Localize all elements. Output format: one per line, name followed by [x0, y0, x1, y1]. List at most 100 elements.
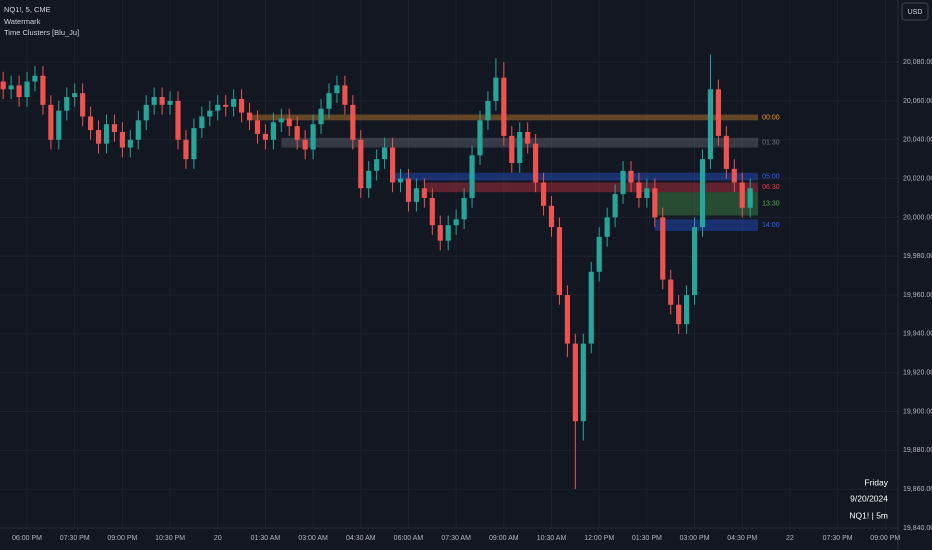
x-tick-label: 09:00 AM [489, 535, 519, 542]
candle-body [366, 170, 372, 189]
indicator-name: Time Clusters [Blu_Ju] [4, 28, 79, 37]
candle-body [588, 271, 594, 344]
candle-body [660, 217, 666, 280]
currency-button[interactable] [901, 2, 929, 21]
x-tick-label: 07:30 AM [441, 535, 471, 542]
candle-body [715, 89, 721, 136]
candle-body [191, 128, 197, 160]
candle-body [699, 159, 706, 228]
candle-body [469, 155, 475, 198]
candle-body [334, 85, 340, 94]
candle-body [294, 126, 300, 140]
time-cluster-zone [654, 219, 759, 231]
candle-body [604, 217, 610, 237]
candle-body [48, 104, 54, 140]
candle-body [32, 75, 38, 82]
x-tick-label: 01:30 PM [632, 535, 662, 542]
price-axis [898, 0, 932, 550]
candle-body [318, 108, 324, 125]
candle-body [88, 116, 94, 131]
x-tick-label: 22 [786, 535, 794, 542]
candle-body [572, 343, 578, 422]
x-tick-label: 09:00 PM [870, 535, 900, 542]
candle-body [286, 118, 292, 127]
candle-body [0, 81, 6, 90]
currency-label[interactable]: USD [908, 9, 923, 16]
candle-body [485, 100, 491, 121]
x-tick-label: 07:30 PM [60, 535, 90, 542]
candle-body [437, 225, 443, 241]
candle-body [461, 198, 467, 220]
candle-body [24, 81, 30, 98]
candle-body [167, 100, 173, 105]
candle-body [270, 122, 276, 140]
y-tick-label: 19,860.00 [903, 486, 932, 493]
time-axis [0, 528, 932, 550]
candle-body [731, 168, 737, 183]
candle-body [111, 124, 118, 132]
candle-body [239, 99, 245, 113]
candle-body [644, 188, 650, 198]
indicator-name: Watermark [4, 17, 41, 26]
candle-body [183, 139, 189, 160]
candles [0, 54, 753, 490]
candle-body [525, 132, 531, 144]
y-tick-label: 19,940.00 [903, 331, 932, 338]
candle-body [342, 85, 348, 105]
x-tick-label: 06:00 AM [394, 535, 424, 542]
candle-body [668, 279, 674, 305]
x-tick-label: 04:30 AM [346, 535, 376, 542]
x-tick-label: 03:00 AM [298, 535, 328, 542]
candle-body [103, 124, 110, 144]
zone-label: 14:00 [762, 222, 780, 229]
y-tick-label: 19,980.00 [903, 253, 932, 260]
candle-body [421, 188, 427, 198]
candle-body [405, 178, 412, 202]
candle-body [540, 182, 547, 206]
y-tick-label: 20,060.00 [903, 98, 932, 105]
candle-body [246, 112, 253, 121]
time-cluster-zone [424, 182, 759, 193]
zone-label: 06:30 [762, 184, 780, 191]
x-tick-label: 12:00 PM [584, 535, 614, 542]
candle-body [223, 104, 229, 107]
x-tick-label: 10:30 AM [537, 535, 567, 542]
candle-body [477, 120, 483, 156]
candle-body [628, 170, 634, 183]
candle-body [493, 77, 499, 101]
y-tick-label: 19,900.00 [903, 408, 932, 415]
zone-label: 00:00 [762, 114, 780, 121]
watermark-day: Friday [864, 477, 888, 487]
candle-body [429, 198, 435, 226]
y-tick-label: 20,040.00 [903, 137, 932, 144]
x-tick-label: 04:30 PM [727, 535, 757, 542]
candle-body [278, 118, 284, 123]
time-cluster-zone [654, 192, 759, 216]
zone-label: 01:30 [762, 140, 780, 147]
grid [0, 0, 898, 529]
candle-body [636, 182, 642, 198]
candle-body [8, 85, 14, 90]
y-tick-label: 20,020.00 [903, 175, 932, 182]
candle-body [119, 132, 125, 148]
candle-body [95, 130, 102, 144]
candle-body [262, 133, 269, 140]
candle-body [445, 225, 451, 241]
time-cluster-zone [392, 172, 759, 181]
x-tick-label: 20 [214, 535, 222, 542]
candle-body [707, 89, 714, 160]
candle-body [684, 295, 690, 325]
candle-body [453, 219, 459, 226]
candle-body [612, 194, 618, 218]
candle-body [72, 93, 78, 98]
candle-body [326, 93, 332, 109]
candle-body [310, 124, 316, 150]
x-tick-label: 03:00 PM [680, 535, 710, 542]
candle-body [691, 227, 698, 296]
candle-body [358, 139, 364, 189]
y-tick-label: 20,000.00 [903, 214, 932, 221]
candle-body [199, 116, 205, 129]
candle-body [620, 170, 626, 195]
candle-body [382, 147, 388, 160]
